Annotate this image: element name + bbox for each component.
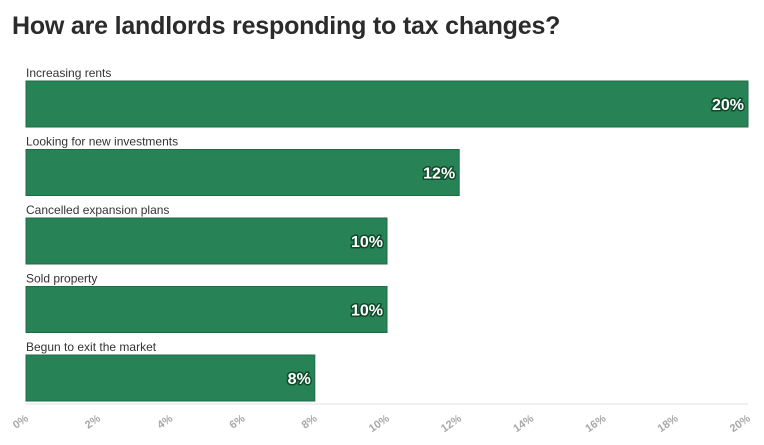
bar[interactable] xyxy=(25,217,388,265)
x-tick-label: 8% xyxy=(300,413,320,432)
x-tick-label: 10% xyxy=(367,413,392,436)
bar[interactable] xyxy=(25,149,460,196)
x-tick-label: 0% xyxy=(11,413,31,432)
bar[interactable] xyxy=(25,354,316,402)
x-tick-label: 6% xyxy=(227,413,247,432)
x-tick-label: 2% xyxy=(83,413,103,432)
bar[interactable] xyxy=(25,286,388,333)
value-label: 12% xyxy=(423,166,455,183)
category-label: Cancelled expansion plans xyxy=(26,203,169,217)
value-label: 10% xyxy=(351,303,383,320)
category-label: Begun to exit the market xyxy=(26,340,157,354)
value-label: 20% xyxy=(712,97,744,114)
chart-title: How are landlords responding to tax chan… xyxy=(12,12,561,40)
category-label: Looking for new investments xyxy=(26,135,178,149)
category-label: Increasing rents xyxy=(26,66,111,80)
value-label: 8% xyxy=(288,371,311,388)
x-tick-label: 14% xyxy=(511,413,536,436)
x-tick-label: 12% xyxy=(439,413,464,436)
category-label: Sold property xyxy=(26,272,97,286)
x-tick-label: 4% xyxy=(155,413,175,432)
x-tick-label: 16% xyxy=(583,413,608,436)
x-tick-label: 20% xyxy=(728,413,753,436)
value-label: 10% xyxy=(351,234,383,251)
bar[interactable] xyxy=(25,80,749,128)
x-tick-label: 18% xyxy=(656,413,681,436)
